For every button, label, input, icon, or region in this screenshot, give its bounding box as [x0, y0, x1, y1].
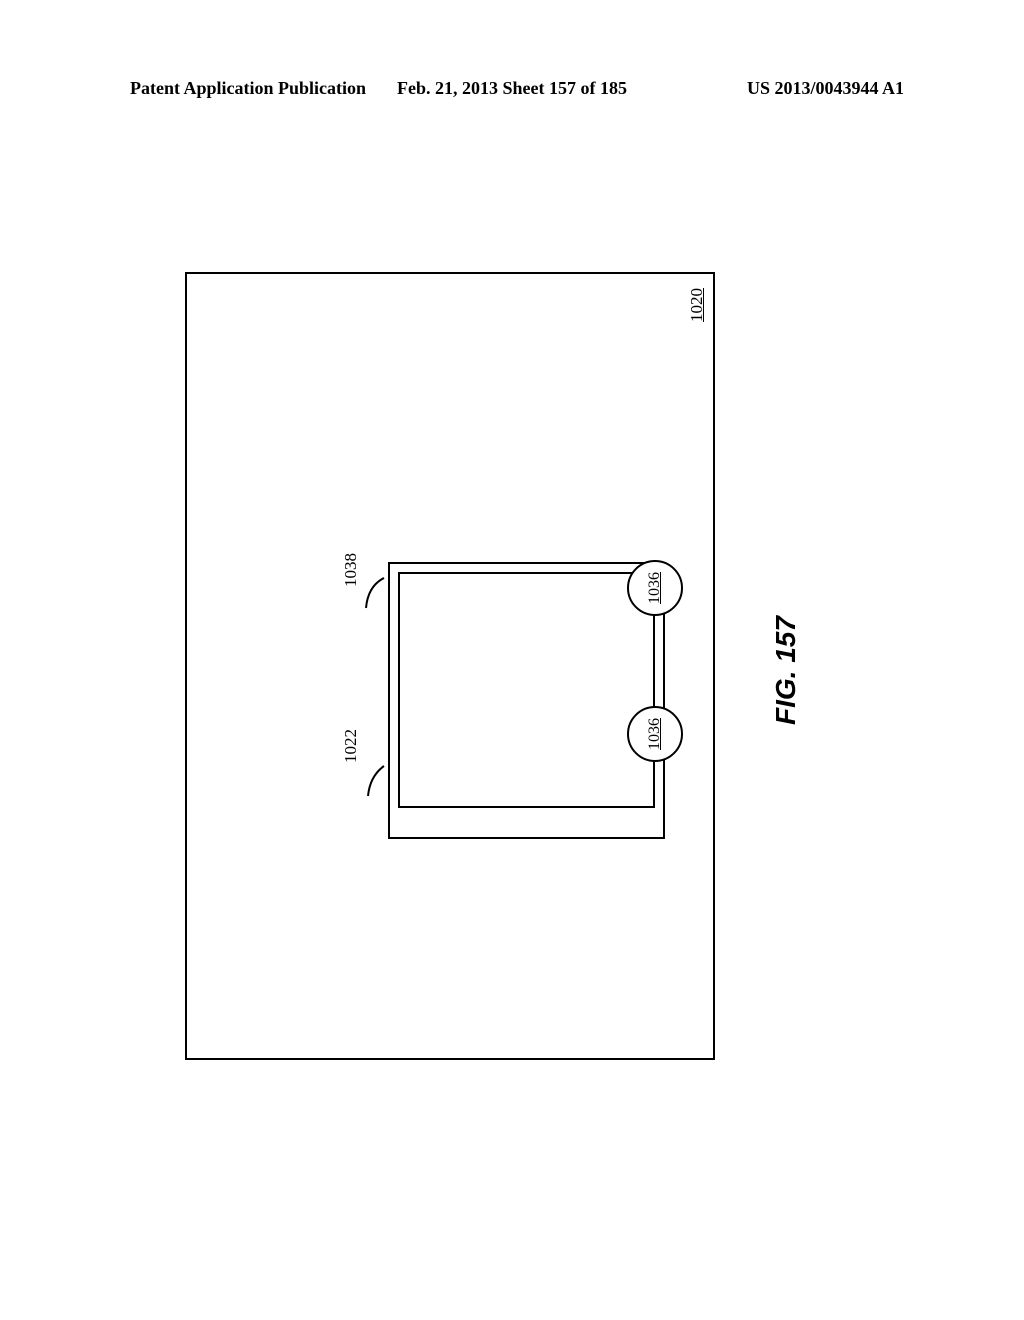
- page: Patent Application Publication Feb. 21, …: [0, 0, 1024, 1320]
- figure-caption: FIG. 157: [770, 616, 802, 725]
- leader-1022: [0, 0, 1024, 1320]
